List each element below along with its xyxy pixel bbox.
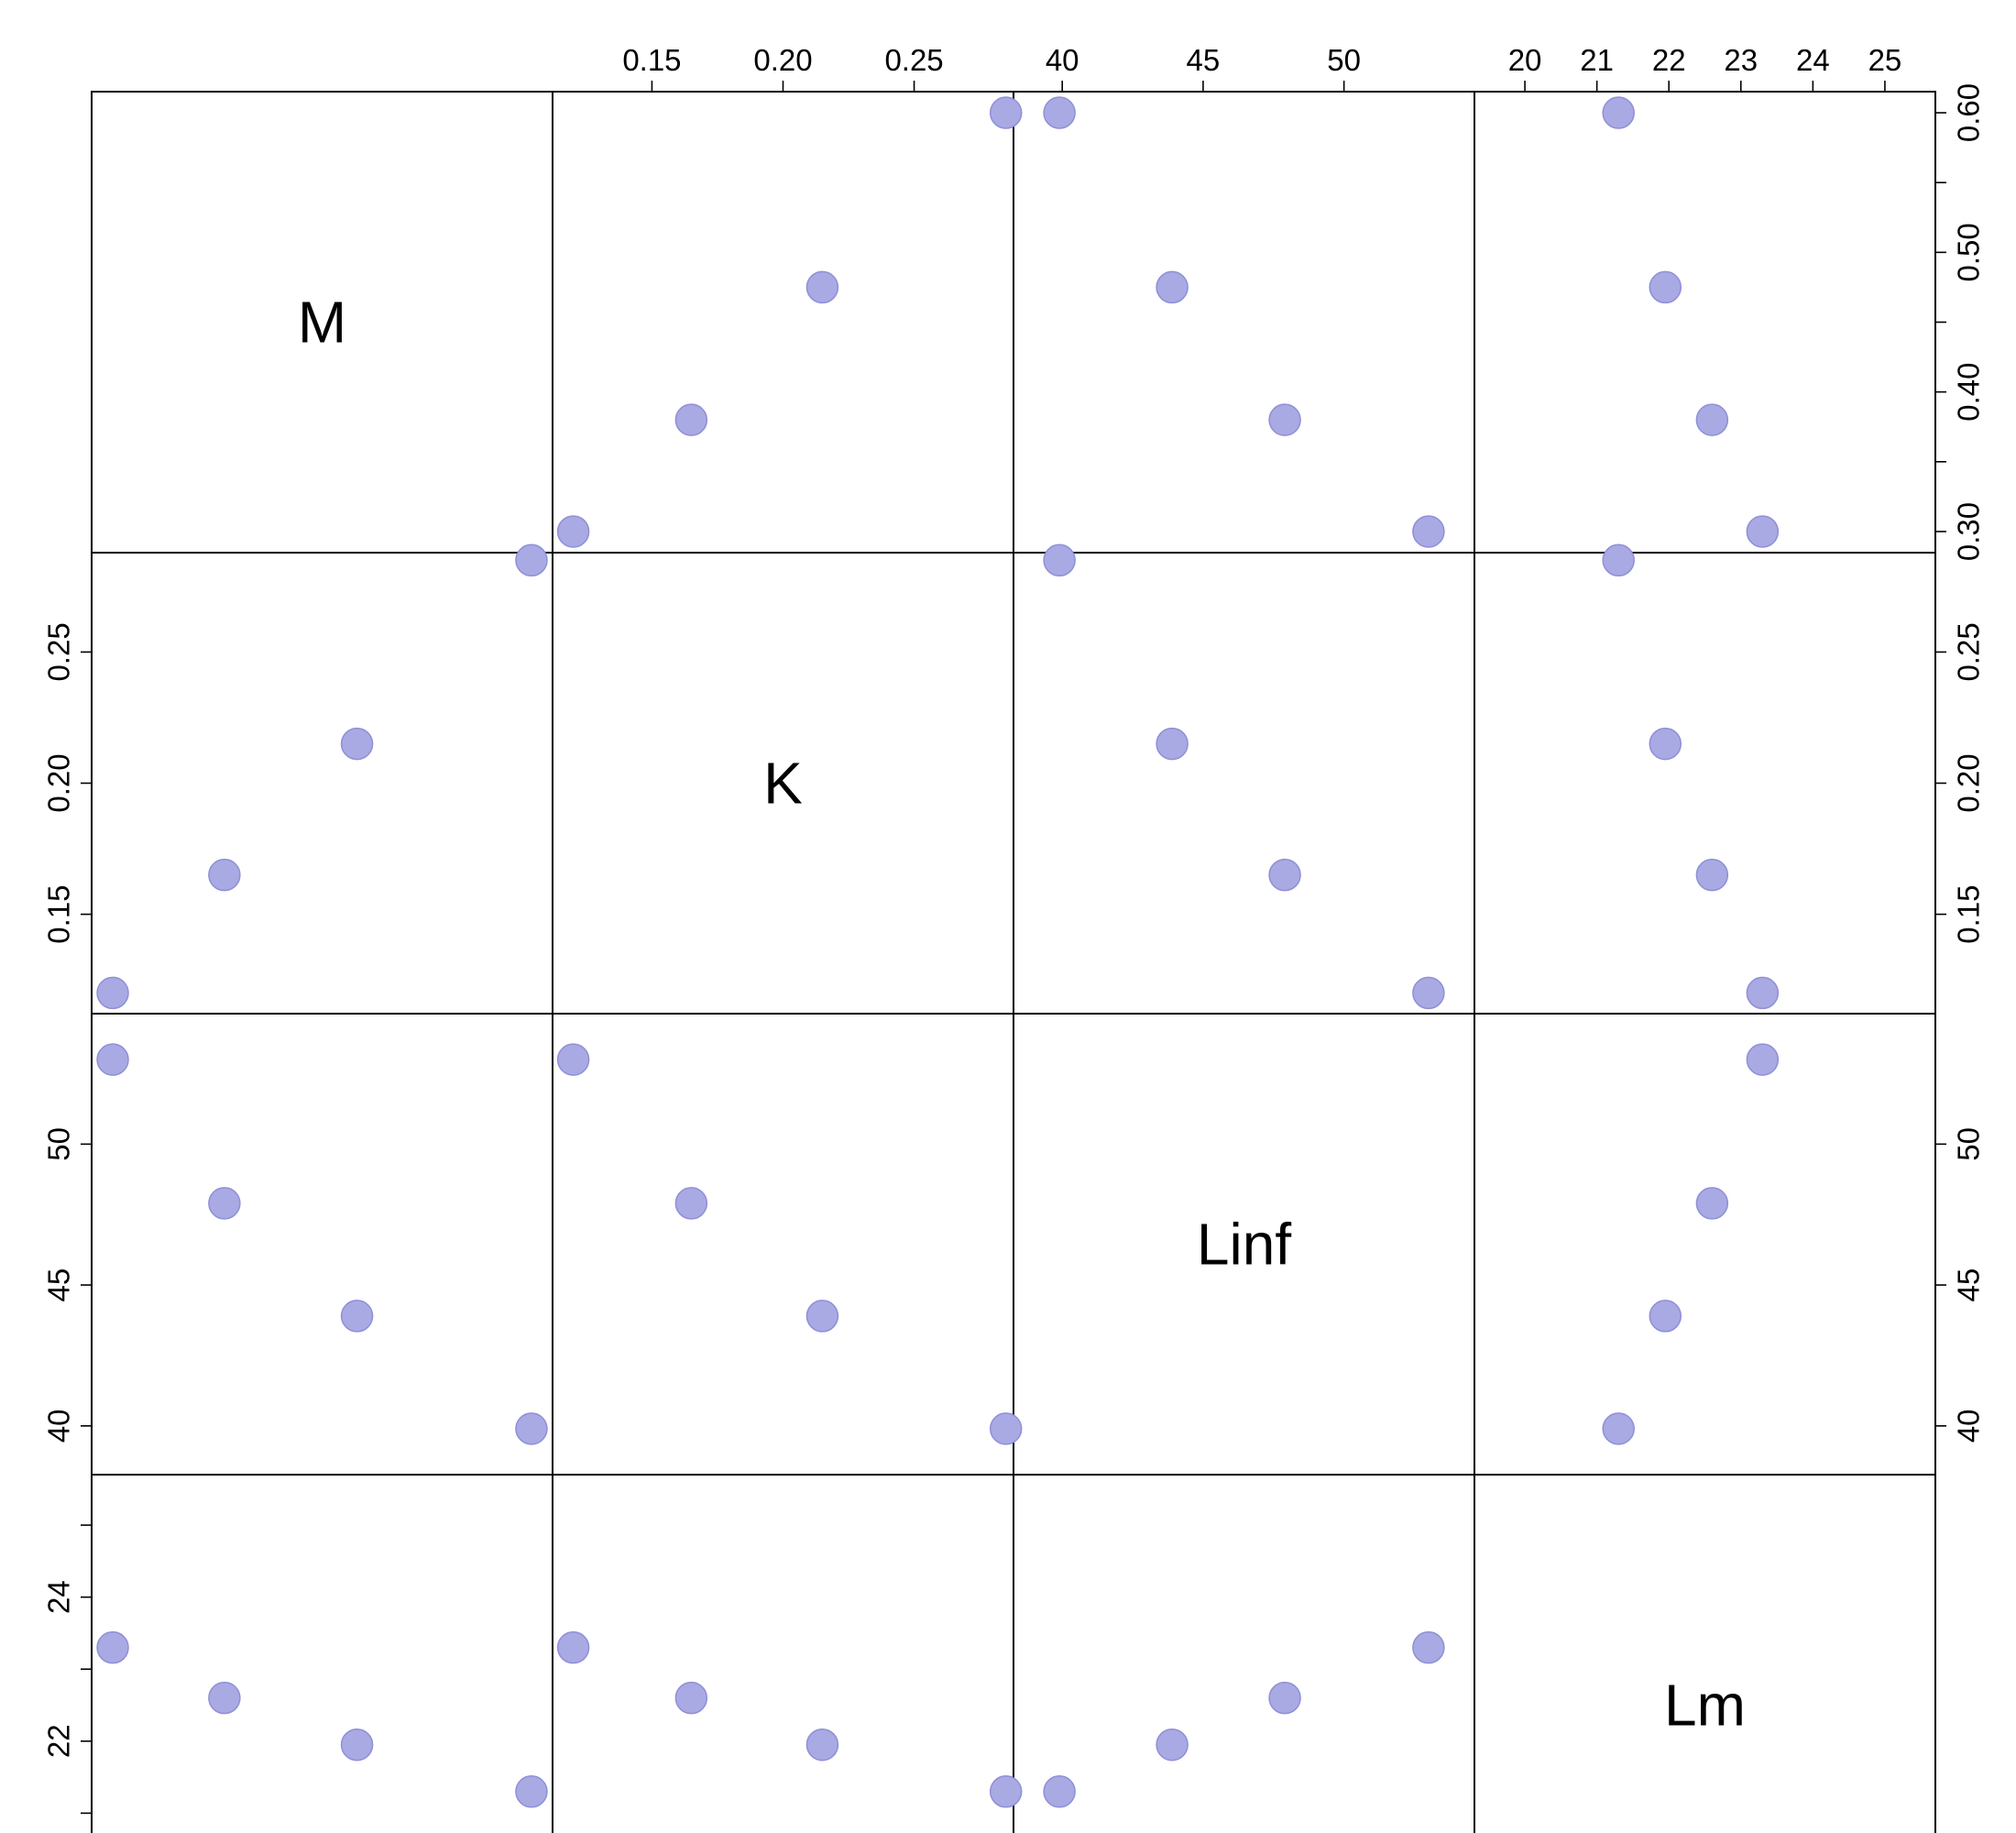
point-lm-linf-3: [1649, 1300, 1682, 1333]
point-k-m-1: [556, 515, 590, 548]
y-tick-label-right-m: 0.30: [1952, 502, 1986, 561]
point-lm-m-3: [1649, 270, 1682, 304]
x-tick-label-top-linf: 40: [1046, 43, 1079, 77]
point-m-lm-1: [96, 1630, 129, 1664]
point-lm-linf-4: [1602, 1412, 1635, 1445]
x-tick-label-top-lm: 24: [1796, 43, 1830, 77]
panel-linf-vs-m: [91, 1013, 553, 1476]
y-tick-label-left-k: 0.20: [42, 753, 76, 812]
y-tick-label-right-linf: 45: [1952, 1268, 1986, 1302]
point-lm-k-4: [1602, 543, 1635, 577]
point-linf-k-3: [1156, 727, 1189, 761]
y-tick-label-right-k: 0.25: [1952, 622, 1986, 681]
panel-lm-vs-m: [91, 1474, 553, 1833]
y-tick-label-right-m: 0.40: [1952, 363, 1986, 422]
point-k-lm-2: [674, 1681, 708, 1715]
point-linf-m-4: [1043, 96, 1076, 129]
variable-label-m: M: [298, 290, 346, 356]
y-tick-label-left-linf: 45: [42, 1268, 76, 1302]
point-lm-k-3: [1649, 727, 1682, 761]
point-m-linf-3: [340, 1300, 374, 1333]
point-linf-m-3: [1156, 270, 1189, 304]
point-k-m-4: [989, 96, 1023, 129]
point-m-linf-4: [515, 1412, 548, 1445]
x-tick-label-top-k: 0.15: [622, 43, 681, 77]
panel-m-vs-k: [552, 91, 1014, 554]
panel-linf-vs-lm: [1474, 1013, 1936, 1476]
y-tick-label-left-lm: 22: [42, 1724, 76, 1758]
panel-lm-vs-k: [552, 1474, 1014, 1833]
point-k-linf-3: [805, 1300, 839, 1333]
x-tick-label-top-lm: 21: [1580, 43, 1614, 77]
point-k-linf-1: [556, 1043, 590, 1076]
point-k-lm-1: [556, 1630, 590, 1664]
point-linf-m-2: [1268, 403, 1301, 436]
panel-k-vs-linf: [1013, 552, 1475, 1015]
variable-label-linf: Linf: [1197, 1212, 1291, 1278]
point-m-linf-2: [208, 1187, 241, 1220]
y-tick-label-right-m: 0.60: [1952, 83, 1986, 142]
point-k-lm-3: [805, 1728, 839, 1762]
panel-k-vs-m: [91, 552, 553, 1015]
point-linf-k-1: [1412, 976, 1445, 1010]
panel-lm-vs-linf: [1013, 1474, 1475, 1833]
y-tick-label-right-k: 0.15: [1952, 884, 1986, 943]
x-tick-label-top-lm: 22: [1652, 43, 1686, 77]
x-tick-label-top-lm: 25: [1868, 43, 1902, 77]
point-linf-lm-2: [1268, 1681, 1301, 1715]
x-tick-label-top-k: 0.25: [884, 43, 943, 77]
point-lm-linf-2: [1695, 1187, 1729, 1220]
y-tick-label-left-linf: 50: [42, 1127, 76, 1161]
y-tick-label-left-k: 0.15: [42, 884, 76, 943]
panel-m-vs-linf: [1013, 91, 1475, 554]
point-m-k-1: [96, 976, 129, 1010]
x-tick-label-top-k: 0.20: [753, 43, 812, 77]
point-lm-m-2: [1695, 403, 1729, 436]
point-k-lm-4: [989, 1775, 1023, 1808]
panel-lm-vs-lm: [1474, 1474, 1936, 1833]
point-linf-lm-3: [1156, 1728, 1189, 1762]
point-m-lm-3: [340, 1728, 374, 1762]
x-tick-label-top-lm: 20: [1508, 43, 1542, 77]
point-m-k-2: [208, 858, 241, 892]
point-linf-lm-1: [1412, 1630, 1445, 1664]
point-m-k-3: [340, 727, 374, 761]
y-tick-label-left-k: 0.25: [42, 622, 76, 681]
point-linf-k-2: [1268, 858, 1301, 892]
point-lm-linf-1: [1746, 1043, 1780, 1076]
panel-k-vs-lm: [1474, 552, 1936, 1015]
point-m-linf-1: [96, 1043, 129, 1076]
x-tick-label-top-lm: 23: [1724, 43, 1758, 77]
panel-linf-vs-k: [552, 1013, 1014, 1476]
variable-label-k: K: [763, 751, 803, 817]
point-lm-m-4: [1602, 96, 1635, 129]
point-m-k-4: [515, 543, 548, 577]
y-tick-label-right-linf: 40: [1952, 1409, 1986, 1443]
panel-m-vs-lm: [1474, 91, 1936, 554]
point-k-m-2: [674, 403, 708, 436]
point-linf-k-4: [1043, 543, 1076, 577]
point-k-m-3: [805, 270, 839, 304]
x-tick-label-top-linf: 45: [1187, 43, 1221, 77]
point-linf-lm-4: [1043, 1775, 1076, 1808]
point-linf-m-1: [1412, 515, 1445, 548]
point-m-lm-2: [208, 1681, 241, 1715]
x-tick-label-top-linf: 50: [1327, 43, 1361, 77]
y-tick-label-left-linf: 40: [42, 1409, 76, 1443]
variable-label-lm: Lm: [1664, 1673, 1746, 1739]
point-lm-k-1: [1746, 976, 1780, 1010]
point-m-lm-4: [515, 1775, 548, 1808]
point-k-linf-2: [674, 1187, 708, 1220]
point-k-linf-4: [989, 1412, 1023, 1445]
y-tick-label-right-linf: 50: [1952, 1127, 1986, 1161]
y-tick-label-right-k: 0.20: [1952, 753, 1986, 812]
point-lm-k-2: [1695, 858, 1729, 892]
y-tick-label-right-m: 0.50: [1952, 223, 1986, 281]
point-lm-m-1: [1746, 515, 1780, 548]
y-tick-label-left-lm: 24: [42, 1580, 76, 1614]
